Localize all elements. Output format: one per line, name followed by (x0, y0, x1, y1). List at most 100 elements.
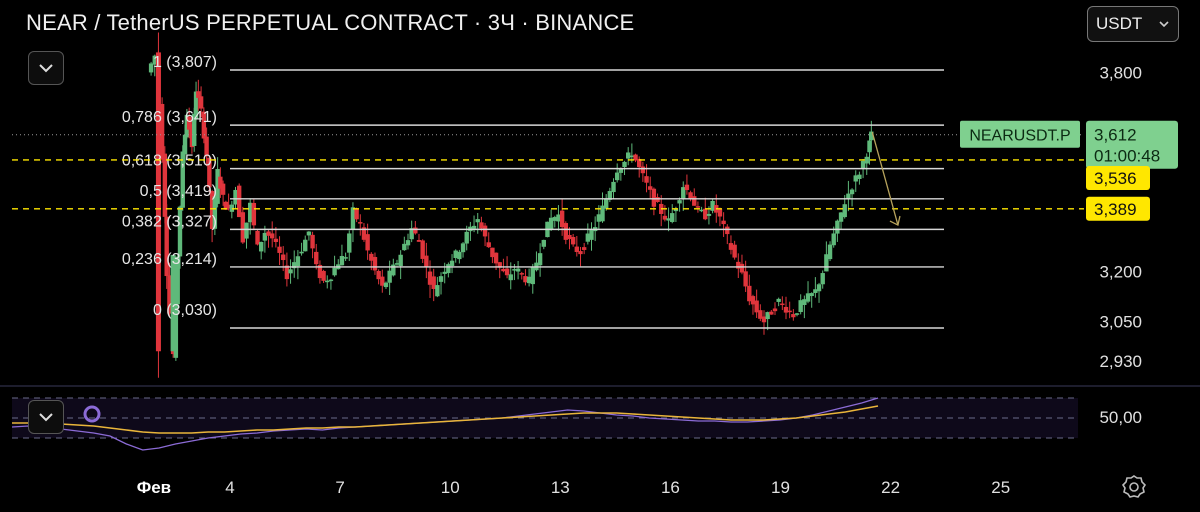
candle (220, 183, 226, 195)
rsi-panel: 50,00 (0, 385, 1200, 451)
currency-selector[interactable]: USDT (1087, 6, 1179, 42)
candle (578, 251, 583, 255)
candle (475, 219, 480, 223)
candle (497, 262, 502, 268)
candle (512, 269, 517, 271)
price-axis: 3,800 3,200 3,050 2,930 (1099, 63, 1142, 371)
candle (310, 234, 315, 249)
candle (864, 156, 869, 164)
candle (541, 239, 546, 247)
candle (413, 227, 418, 234)
candle (258, 241, 264, 252)
candle (637, 158, 642, 168)
candle (563, 223, 569, 240)
candle (387, 270, 392, 283)
candle (750, 296, 756, 305)
candle (201, 111, 207, 139)
price-tick-label: 2,930 (1099, 352, 1142, 371)
candle (831, 233, 836, 246)
candle (196, 91, 201, 98)
candle (662, 215, 668, 220)
candle (776, 298, 781, 302)
price-tick-label: 3,200 (1099, 263, 1142, 282)
candle (376, 270, 381, 280)
candle (391, 264, 396, 276)
candle (173, 299, 179, 358)
fib-level-label: 0,5 (3,419) (140, 183, 217, 200)
candle (688, 192, 693, 199)
candle (559, 210, 565, 228)
candle (457, 251, 462, 260)
candle (695, 206, 701, 208)
candle (223, 201, 229, 210)
candle (783, 306, 789, 313)
time-axis: Фев 4 7 10 13 16 19 22 25 (137, 478, 1010, 497)
chevron-down-icon (39, 413, 53, 422)
collapse-rsi-button[interactable] (28, 400, 64, 434)
candle (148, 63, 154, 73)
candle (732, 244, 737, 258)
time-tick-label: 7 (335, 478, 344, 497)
candle (798, 300, 803, 313)
candle (486, 242, 491, 248)
chart-title: NEAR / TetherUS PERPETUAL CONTRACT · 3Ч … (26, 10, 635, 35)
candle (570, 237, 576, 245)
currency-label: USDT (1096, 14, 1143, 33)
candle (644, 176, 649, 183)
candle (184, 114, 190, 138)
candle (255, 230, 260, 245)
candle (398, 254, 403, 267)
candle (479, 222, 484, 229)
candle (471, 225, 477, 229)
candle (747, 285, 752, 302)
candle (431, 276, 436, 289)
candle (703, 208, 708, 220)
candle (761, 316, 767, 323)
candle (725, 226, 730, 235)
candle (292, 262, 297, 269)
rsi-marker-icon (83, 405, 101, 423)
time-tick-label: 13 (551, 478, 570, 497)
candle (233, 189, 238, 205)
candle (809, 293, 814, 297)
candle (251, 202, 257, 226)
time-tick-label: 4 (225, 478, 234, 497)
candle (405, 240, 411, 246)
candle (170, 254, 176, 352)
candle (372, 256, 378, 271)
candle (295, 256, 301, 267)
candle (328, 279, 334, 282)
candle (633, 154, 638, 161)
candle (343, 257, 348, 259)
projection-arrow (871, 131, 899, 226)
candle (212, 196, 218, 229)
level-badge (1086, 196, 1150, 221)
candle (229, 204, 235, 212)
rsi-axis-label: 50,00 (1099, 408, 1142, 427)
time-tick-label: 10 (441, 478, 460, 497)
candle (306, 231, 312, 236)
candle (515, 268, 521, 272)
candle (787, 310, 792, 313)
candle (640, 166, 646, 174)
fib-level-label: 0 (3,030) (153, 302, 217, 319)
candle (849, 189, 855, 195)
candle (347, 233, 352, 253)
gear-icon[interactable] (1121, 474, 1147, 500)
candle (596, 214, 602, 222)
candle (611, 181, 616, 193)
candle (648, 186, 653, 190)
time-tick-label: 22 (881, 478, 900, 497)
candle (765, 312, 770, 320)
candle (820, 273, 825, 285)
candle (361, 227, 367, 240)
candle (585, 233, 591, 242)
candle (189, 124, 195, 148)
time-tick-label: 19 (771, 478, 790, 497)
collapse-indicators-button[interactable] (28, 51, 64, 85)
candle (607, 191, 613, 200)
candle (244, 222, 249, 239)
chevron-down-icon (39, 64, 53, 73)
candle (728, 243, 734, 250)
